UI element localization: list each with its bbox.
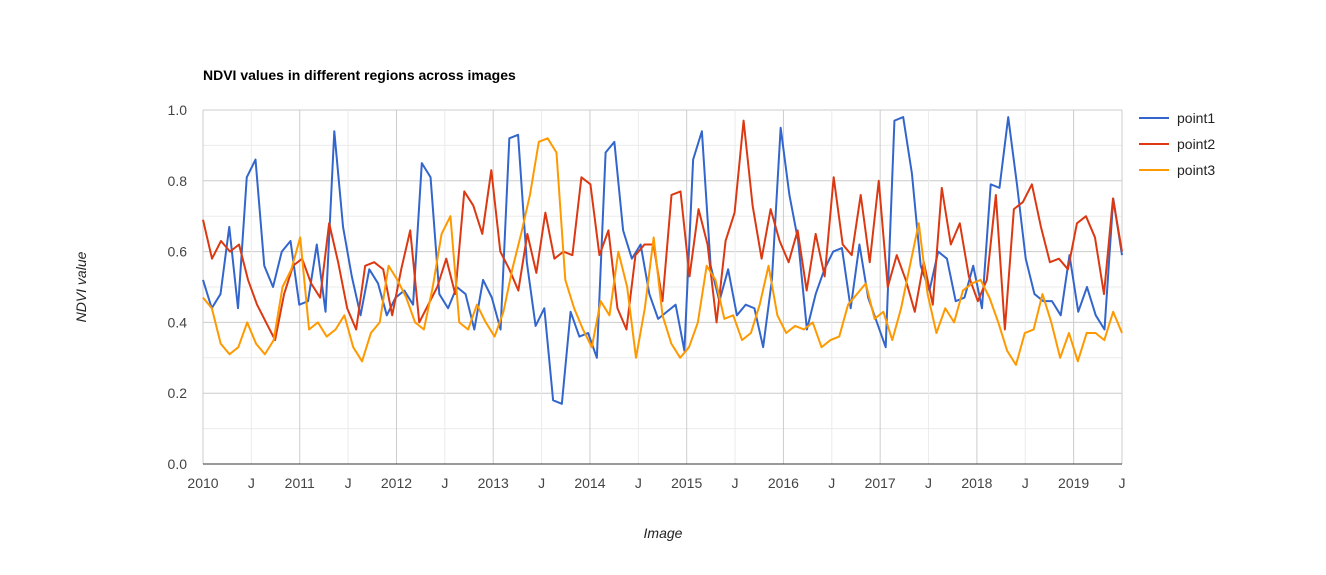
y-tick-label: 0.4 xyxy=(168,314,188,330)
chart-title: NDVI values in different regions across … xyxy=(203,67,516,83)
x-tick-label: J xyxy=(1119,475,1126,491)
x-tick-label: J xyxy=(635,475,642,491)
y-axis-title: NDVI value xyxy=(73,251,89,322)
x-tick-label: J xyxy=(248,475,255,491)
legend-label: point3 xyxy=(1177,162,1215,178)
x-tick-label: J xyxy=(1022,475,1029,491)
x-tick-label: 2017 xyxy=(865,475,896,491)
x-tick-label: J xyxy=(345,475,352,491)
legend-item-point3[interactable]: point3 xyxy=(1139,162,1215,178)
x-tick-label: J xyxy=(441,475,448,491)
y-tick-label: 0.6 xyxy=(168,244,188,260)
series-line-point3 xyxy=(202,137,1123,366)
legend-item-point2[interactable]: point2 xyxy=(1139,136,1215,152)
x-tick-label: 2019 xyxy=(1058,475,1089,491)
x-tick-label: 2015 xyxy=(671,475,702,491)
x-tick-label: 2013 xyxy=(478,475,509,491)
legend-item-point1[interactable]: point1 xyxy=(1139,110,1215,126)
legend-label: point1 xyxy=(1177,110,1215,126)
series-line-point2 xyxy=(202,119,1123,342)
x-tick-label: J xyxy=(925,475,932,491)
x-tick-label: J xyxy=(538,475,545,491)
series-lines xyxy=(202,116,1123,405)
legend[interactable]: point1 point2 point3 xyxy=(1139,110,1215,178)
x-axis-ticks: 2010 J 2011 J 2012 J 2013 J 2014 J 2015 J 2016 J 2017 J… xyxy=(187,475,1125,491)
x-tick-label: J xyxy=(828,475,835,491)
x-tick-label: 2012 xyxy=(381,475,412,491)
x-tick-label: 2010 xyxy=(187,475,218,491)
x-tick-label: 2018 xyxy=(961,475,992,491)
legend-label: point2 xyxy=(1177,136,1215,152)
x-tick-label: 2016 xyxy=(768,475,799,491)
x-tick-label: 2014 xyxy=(574,475,605,491)
x-axis-title: Image xyxy=(644,525,683,541)
x-tick-label: 2011 xyxy=(285,475,315,491)
y-tick-label: 1.0 xyxy=(168,102,188,118)
x-tick-label: J xyxy=(732,475,739,491)
y-tick-label: 0.8 xyxy=(168,173,188,189)
y-axis-ticks: 0.0 0.2 0.4 0.6 0.8 1.0 xyxy=(168,102,188,472)
y-tick-label: 0.2 xyxy=(168,385,188,401)
y-tick-label: 0.0 xyxy=(168,456,188,472)
